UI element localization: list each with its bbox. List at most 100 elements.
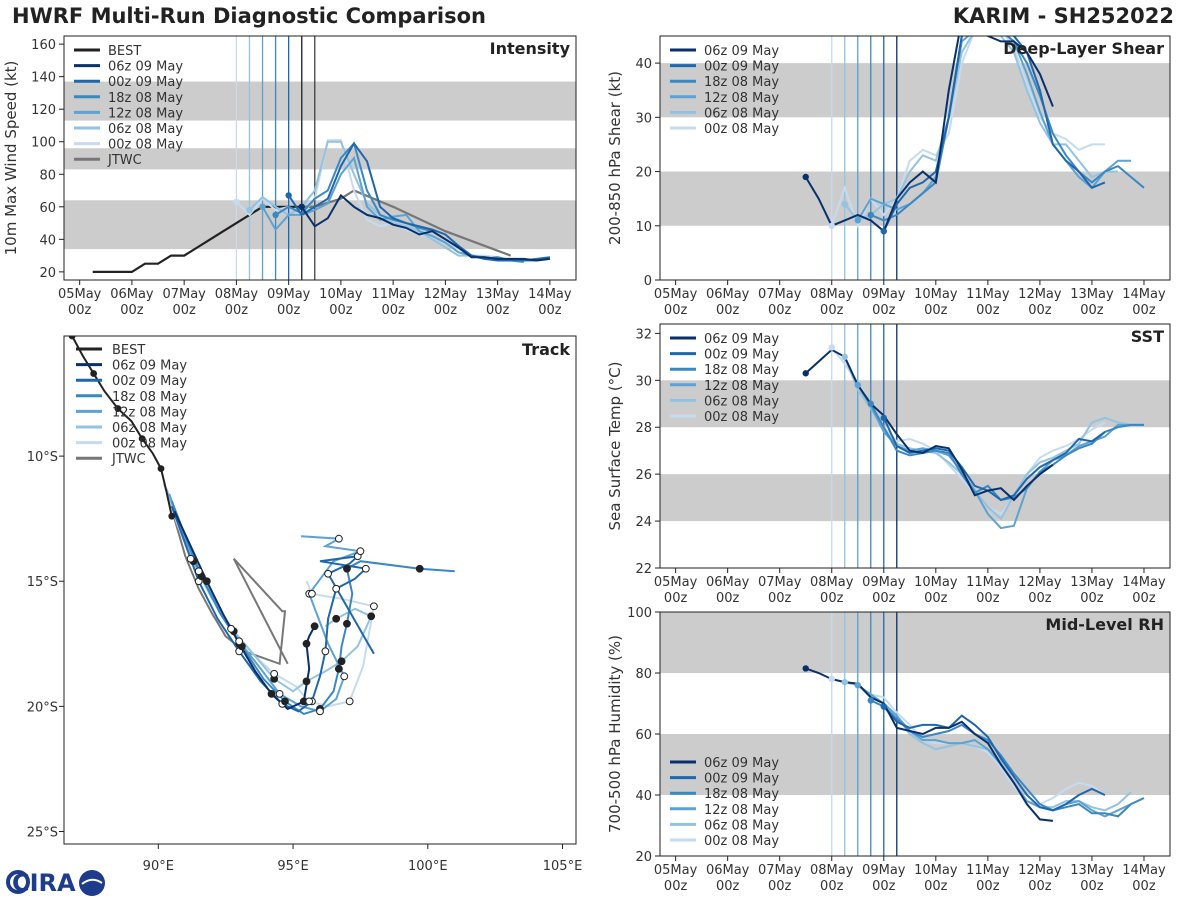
track-position-marker <box>308 589 316 598</box>
y-tick-label: 120 <box>31 103 56 118</box>
track-position-marker <box>334 664 343 673</box>
track-position-marker <box>186 554 195 563</box>
track-position-marker <box>324 569 332 578</box>
track-position-marker <box>302 677 311 686</box>
x-tick-label-date: 07May <box>162 287 206 302</box>
track-position-marker <box>267 689 276 698</box>
track-position-marker <box>332 584 341 593</box>
intensity-panel: 2040608010012014016005May00z06May00z07Ma… <box>2 35 577 318</box>
x-tick-label-hour: 00z <box>664 303 688 318</box>
x-tick-label-date: 13May <box>1070 863 1114 878</box>
legend-label: 18z 08 May <box>704 75 779 90</box>
legend-label: 18z 08 May <box>108 91 183 106</box>
init-point-marker <box>841 678 848 686</box>
legend-label: 00z 09 May <box>704 348 779 363</box>
x-tick-label-hour: 00z <box>329 303 353 318</box>
sst-panel: 22242628303205May00z06May00z07May00z08Ma… <box>606 323 1171 606</box>
legend-label: 00z 09 May <box>704 772 779 787</box>
storm-id: KARIM - SH252022 <box>952 4 1174 28</box>
x-tick-label-hour: 00z <box>1028 303 1052 318</box>
panel-title: Deep-Layer Shear <box>1003 39 1164 58</box>
y-tick-label: 30 <box>635 111 652 126</box>
legend-label: 00z 08 May <box>704 410 779 425</box>
legend-label: BEST <box>108 44 141 59</box>
init-point-marker <box>828 675 835 683</box>
model-run-line <box>882 36 1106 232</box>
track-position-marker <box>361 564 370 573</box>
plot-area <box>92 139 551 273</box>
track-panel: 90°E 95°E 100°E 105°E 10°S 15°S 20°S 25°S Track B… <box>27 335 582 874</box>
y-tick-label: 80 <box>635 667 652 682</box>
legend-label: 00z 09 May <box>704 60 779 75</box>
x-tick-label-date: 05May <box>654 575 698 590</box>
legend-label: 06z 08 May <box>108 122 183 137</box>
panel-title: Mid-Level RH <box>1045 615 1164 634</box>
x-tick-label-date: 14May <box>528 287 572 302</box>
x-tick-label-hour: 00z <box>664 879 688 894</box>
init-point-marker <box>285 192 292 199</box>
x-tick-label-hour: 00z <box>538 303 562 318</box>
legend-label: 12z 08 May <box>704 379 779 394</box>
axes-frame <box>63 35 577 281</box>
legend-label: 00z 08 May <box>704 122 779 137</box>
x-tick-label-hour: 00z <box>872 879 896 894</box>
y-tick-label: 10 <box>635 220 652 235</box>
x-tick-label-date: 13May <box>1070 575 1114 590</box>
legend-label: 06z 09 May <box>704 756 779 771</box>
init-point-marker <box>841 200 848 208</box>
threshold-band <box>64 148 576 170</box>
track-position-marker <box>305 697 314 706</box>
legend-label: JTWC <box>111 452 146 467</box>
y-tick-label: 22 <box>635 562 652 577</box>
x-tick-label-date: 10May <box>914 863 958 878</box>
y-tick-label: 28 <box>635 421 652 436</box>
y-tick-label: 26 <box>635 468 652 483</box>
x-tick-label-date: 11May <box>966 863 1010 878</box>
legend-label: 12z 08 May <box>112 405 187 420</box>
x-tick-label-date: 09May <box>862 287 906 302</box>
cira-logo: CIRA <box>6 869 105 897</box>
init-point-marker <box>246 206 253 214</box>
y-tick-label: 24 <box>635 515 652 530</box>
x-tick-label-hour: 00z <box>434 303 458 318</box>
legend-label: 12z 08 May <box>108 106 183 121</box>
init-point-marker <box>854 381 861 389</box>
axes-frame <box>659 35 1171 281</box>
x-tick-label-date: 05May <box>58 287 102 302</box>
y-tick-label: 40 <box>39 233 56 248</box>
legend-label: 00z 08 May <box>704 834 779 849</box>
best-track-line <box>71 336 173 517</box>
track-position-marker <box>334 534 343 543</box>
globe-icon <box>79 870 105 896</box>
legend-label: 06z 09 May <box>704 44 779 59</box>
lat-tick-label: 20°S <box>27 700 58 715</box>
x-tick-label-hour: 00z <box>716 879 740 894</box>
plot-area <box>802 665 1145 822</box>
x-tick-label-hour: 00z <box>1028 879 1052 894</box>
x-tick-label-hour: 00z <box>768 879 792 894</box>
model-run-line <box>870 699 1145 818</box>
legend-label: BEST <box>112 343 145 358</box>
legend-label: 00z 09 May <box>108 75 183 90</box>
threshold-band <box>64 81 576 121</box>
init-point-marker <box>828 222 835 229</box>
init-point-marker <box>867 697 874 704</box>
y-axis-label: 200-850 hPa Shear (kt) <box>606 71 624 245</box>
x-tick-label-date: 12May <box>1018 575 1062 590</box>
init-point-marker <box>867 400 874 407</box>
init-point-marker <box>854 217 861 224</box>
track-position-marker <box>343 564 351 573</box>
x-tick-label-hour: 00z <box>1132 591 1156 606</box>
legend-label: 06z 09 May <box>112 359 187 374</box>
y-tick-label: 0 <box>644 274 652 289</box>
lon-tick-label: 100°E <box>408 859 448 874</box>
best-position-marker <box>90 370 98 377</box>
x-tick-label-hour: 00z <box>872 303 896 318</box>
plot-area <box>68 336 455 716</box>
track-position-marker <box>227 624 235 633</box>
legend-label: 12z 08 May <box>704 91 779 106</box>
init-point-marker <box>802 370 809 377</box>
